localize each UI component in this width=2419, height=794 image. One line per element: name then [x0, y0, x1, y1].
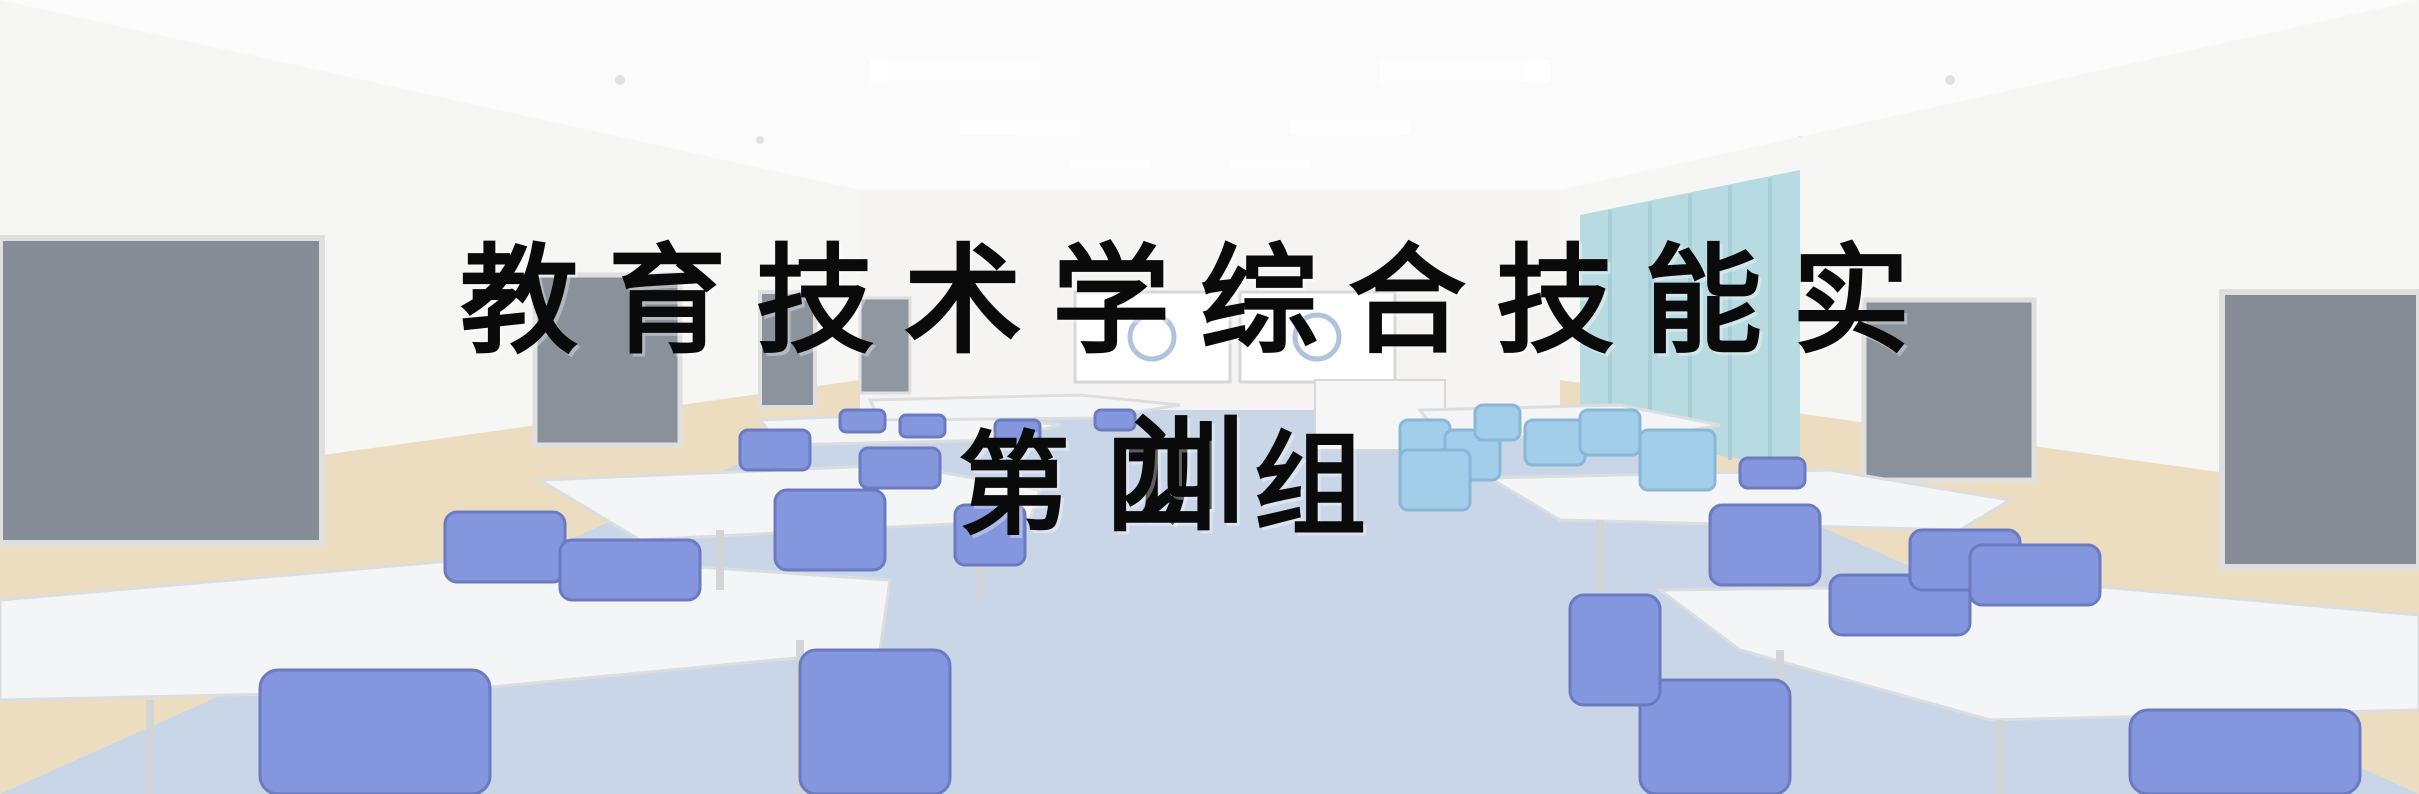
classroom-photo — [0, 0, 2419, 794]
classroom-banner: 教育技术学综合技能实训 第四组 — [0, 0, 2419, 794]
